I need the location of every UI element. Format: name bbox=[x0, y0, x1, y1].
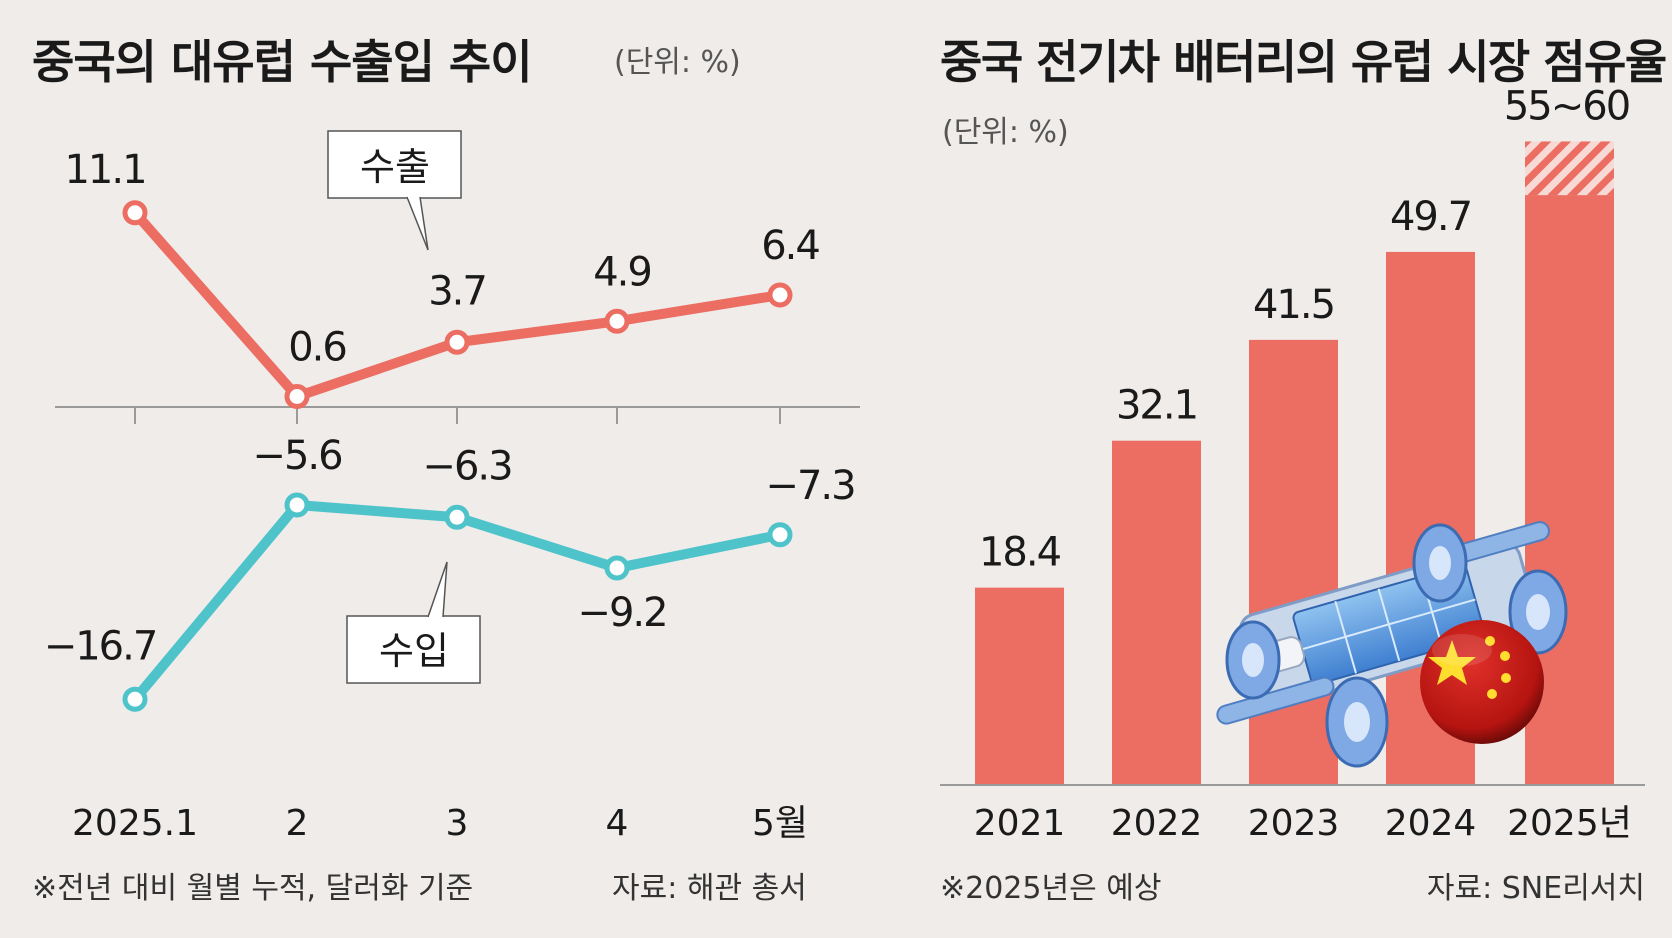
export-data-point bbox=[767, 282, 793, 308]
export-value-label: 0.6 bbox=[288, 325, 346, 371]
battery-share-chart: 중국 전기차 배터리의 유럽 시장 점유율 (단위: %) 2021 2022 20… bbox=[940, 35, 1667, 906]
trade-x-tick-label: 5월 bbox=[752, 803, 808, 844]
battery-x-tick-label: 2021 bbox=[974, 803, 1066, 844]
battery-share-bar bbox=[1112, 440, 1201, 785]
battery-chart-title: 중국 전기차 배터리의 유럽 시장 점유율 bbox=[940, 35, 1666, 89]
import-callout-label: 수입 bbox=[379, 629, 449, 673]
battery-x-tick-label: 2022 bbox=[1111, 803, 1203, 844]
export-callout: 수출 bbox=[327, 130, 462, 251]
battery-value-label: 49.7 bbox=[1390, 194, 1471, 240]
battery-x-tick-label: 2024 bbox=[1385, 803, 1477, 844]
battery-value-label: 18.4 bbox=[979, 530, 1061, 576]
export-data-point bbox=[284, 384, 310, 409]
battery-value-label: 55~60 bbox=[1504, 83, 1629, 129]
export-value-label: 3.7 bbox=[428, 268, 486, 314]
trade-x-tick-label: 4 bbox=[606, 803, 629, 844]
battery-x-tick-label: 2023 bbox=[1248, 803, 1340, 844]
import-value-label: −6.3 bbox=[422, 443, 511, 489]
battery-share-range-bar bbox=[1525, 141, 1614, 196]
import-data-point bbox=[284, 492, 310, 518]
battery-x-tick-label: 2025년 bbox=[1507, 803, 1632, 844]
battery-share-bar bbox=[1249, 339, 1338, 785]
export-data-point bbox=[604, 308, 630, 334]
import-value-label: −7.3 bbox=[765, 463, 854, 509]
import-value-label: −9.2 bbox=[577, 590, 666, 636]
trade-chart-unit: (단위: %) bbox=[614, 45, 741, 80]
import-data-point bbox=[122, 686, 148, 712]
import-data-point bbox=[604, 555, 630, 581]
import-value-label: −16.7 bbox=[44, 623, 157, 669]
import-data-point bbox=[767, 522, 793, 548]
import-data-point bbox=[444, 504, 470, 530]
export-value-label: 4.9 bbox=[593, 249, 651, 295]
export-value-label: 11.1 bbox=[64, 147, 145, 193]
ev-battery-chassis-illustration bbox=[1216, 521, 1568, 768]
trade-chart-footnote: ※전년 대비 월별 누적, 달러화 기준 bbox=[32, 871, 473, 906]
export-callout-label: 수출 bbox=[360, 145, 430, 189]
import-value-label: −5.6 bbox=[252, 433, 341, 479]
battery-chart-footnote: ※2025년은 예상 bbox=[940, 871, 1161, 906]
export-data-point bbox=[444, 329, 470, 355]
trade-chart-source: 자료: 해관 총서 bbox=[612, 871, 807, 906]
trade-chart-title: 중국의 대유럽 수출입 추이 bbox=[32, 35, 532, 89]
export-data-point bbox=[122, 200, 148, 226]
battery-chart-unit: (단위: %) bbox=[942, 115, 1069, 150]
trade-x-tick-label: 2025.1 bbox=[72, 803, 198, 844]
battery-chart-source: 자료: SNE리서치 bbox=[1427, 871, 1645, 906]
china-flag-icon bbox=[1420, 620, 1544, 744]
battery-value-label: 32.1 bbox=[1116, 383, 1197, 429]
trade-x-tick-label: 2 bbox=[286, 803, 309, 844]
import-callout: 수입 bbox=[346, 561, 481, 684]
export-value-label: 6.4 bbox=[761, 223, 819, 269]
trade-chart: 중국의 대유럽 수출입 추이 (단위: %) 2025.1 2 3 4 5월 11.1 0… bbox=[32, 35, 860, 906]
battery-value-label: 41.5 bbox=[1253, 282, 1334, 328]
battery-share-bar bbox=[975, 587, 1064, 785]
trade-x-tick-label: 3 bbox=[446, 803, 469, 844]
